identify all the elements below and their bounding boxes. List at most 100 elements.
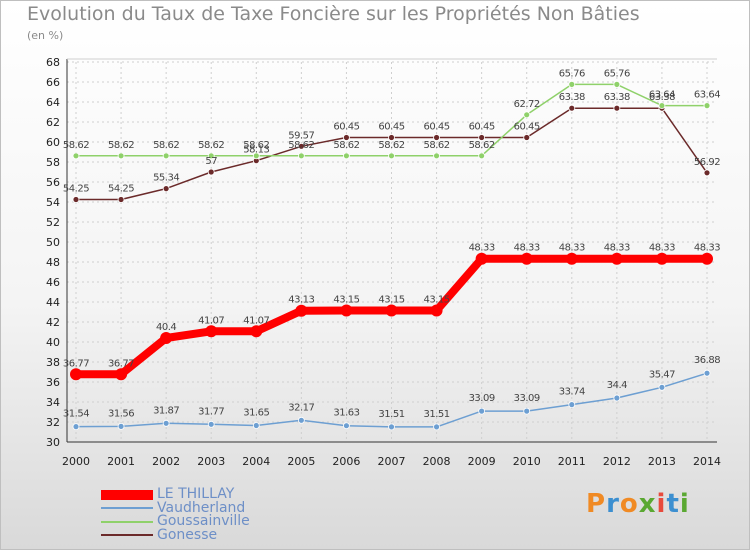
legend-item: LE THILLAY [101, 487, 250, 502]
data-point-goussainville [72, 152, 80, 160]
chart-unit-label: (en %) [27, 29, 64, 42]
y-tick-label: 34 [46, 396, 60, 409]
data-point-vaudherland [252, 422, 260, 429]
line-chart: 30 32 34 36 38 40 42 44 46 48 50 52 54 56 58 60 62 64 66 68… [46, 56, 721, 468]
data-point-goussainville [207, 152, 215, 160]
data-label-vaudherland: 34.4 [607, 380, 627, 391]
data-point-le-thillay [520, 252, 533, 265]
data-point-vaudherland [433, 423, 440, 431]
data-point-gonesse [343, 134, 350, 141]
data-label-le-thillay: 48.33 [514, 243, 540, 254]
data-point-le-thillay [295, 304, 308, 317]
data-label-gonesse: 57 [205, 156, 217, 167]
y-tick-label: 68 [46, 56, 60, 69]
logo-letter: t [666, 489, 680, 519]
legend-swatch [101, 507, 153, 510]
data-point-goussainville [658, 102, 666, 109]
y-tick-label: 30 [46, 436, 60, 449]
data-point-goussainville [162, 152, 170, 160]
data-label-gonesse: 63.38 [559, 92, 585, 103]
data-label-goussainville: 58.62 [243, 140, 269, 151]
data-label-vaudherland: 33.09 [469, 393, 495, 404]
data-point-goussainville [523, 111, 531, 119]
data-point-gonesse [703, 169, 711, 177]
data-label-goussainville: 58.62 [288, 140, 314, 151]
data-point-vaudherland [117, 422, 125, 430]
data-point-goussainville [568, 81, 576, 88]
x-tick-label: 2007 [378, 455, 406, 468]
data-point-le-thillay [340, 304, 353, 317]
data-label-gonesse: 60.45 [469, 122, 495, 133]
data-label-vaudherland: 35.47 [649, 369, 675, 380]
x-tick-label: 2012 [603, 455, 631, 468]
data-label-le-thillay: 48.33 [604, 243, 630, 254]
data-label-vaudherland: 31.56 [108, 408, 134, 419]
logo-letter: i [679, 489, 690, 519]
x-tick-label: 2013 [648, 455, 676, 468]
data-label-le-thillay: 40.4 [156, 322, 176, 333]
data-point-gonesse [117, 196, 125, 203]
data-point-vaudherland [72, 423, 80, 431]
legend-label: Goussainville [157, 513, 250, 530]
data-label-goussainville: 65.76 [604, 68, 630, 79]
y-tick-label: 60 [46, 136, 60, 149]
data-point-goussainville [252, 152, 260, 160]
data-point-le-thillay [475, 252, 488, 265]
data-label-le-thillay: 43.15 [378, 295, 404, 306]
data-point-le-thillay [205, 325, 218, 338]
data-label-goussainville: 65.76 [559, 68, 585, 79]
data-label-vaudherland: 33.09 [514, 393, 540, 404]
data-point-le-thillay [115, 368, 128, 381]
x-tick-label: 2010 [513, 455, 541, 468]
data-point-goussainville [703, 102, 711, 109]
data-label-goussainville: 58.62 [378, 140, 404, 151]
data-label-vaudherland: 31.51 [424, 409, 450, 420]
logo-letter: r [606, 489, 620, 519]
data-point-le-thillay [160, 332, 173, 344]
data-point-le-thillay [250, 325, 263, 338]
data-point-goussainville [478, 152, 486, 160]
data-point-le-thillay [385, 304, 398, 317]
x-tick-label: 2000 [62, 455, 90, 468]
data-label-le-thillay: 41.07 [243, 315, 269, 326]
data-label-le-thillay: 48.33 [559, 243, 585, 254]
logo-letter: i [656, 489, 667, 519]
data-point-goussainville [343, 152, 350, 160]
data-point-vaudherland [523, 407, 531, 415]
y-tick-label: 48 [46, 256, 60, 269]
legend-item: Vaudherland [101, 499, 250, 516]
data-point-vaudherland [297, 416, 305, 424]
data-point-gonesse [72, 196, 80, 203]
data-point-vaudherland [162, 419, 170, 427]
legend-label: Vaudherland [157, 499, 246, 516]
x-tick-label: 2001 [107, 455, 135, 468]
data-point-goussainville [117, 152, 125, 160]
data-point-vaudherland [658, 383, 666, 391]
data-label-vaudherland: 31.65 [243, 408, 269, 419]
x-tick-label: 2002 [152, 455, 180, 468]
data-point-gonesse [388, 134, 395, 141]
y-tick-label: 38 [46, 356, 60, 369]
y-tick-label: 56 [46, 176, 60, 189]
data-point-vaudherland [388, 423, 395, 431]
data-label-gonesse: 59.57 [288, 130, 314, 141]
data-label-gonesse: 55.34 [153, 173, 179, 184]
x-tick-label: 2003 [197, 455, 225, 468]
data-point-gonesse [433, 134, 440, 141]
data-point-vaudherland [343, 422, 350, 430]
data-point-vaudherland [703, 369, 711, 377]
data-label-goussainville: 58.62 [153, 140, 179, 151]
data-point-gonesse [613, 104, 621, 112]
legend-swatch [101, 534, 153, 537]
data-label-gonesse: 63.38 [649, 92, 675, 103]
y-tick-label: 58 [46, 156, 60, 169]
y-tick-label: 42 [46, 316, 60, 329]
data-label-vaudherland: 32.17 [288, 402, 314, 413]
legend-swatch [101, 520, 153, 523]
data-label-gonesse: 54.25 [108, 184, 134, 195]
y-tick-label: 66 [46, 76, 60, 89]
data-label-vaudherland: 31.77 [198, 406, 224, 417]
x-tick-label: 2014 [693, 455, 721, 468]
data-label-goussainville: 58.62 [198, 140, 224, 151]
